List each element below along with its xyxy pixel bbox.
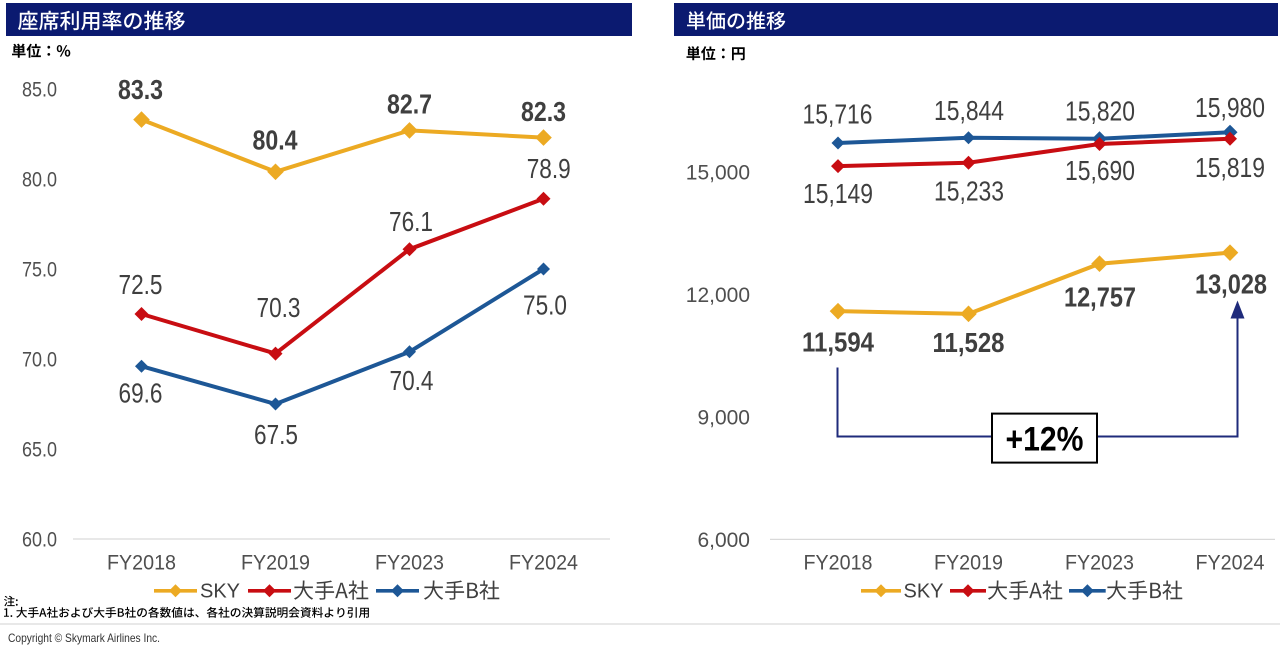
svg-text:FY2024: FY2024 bbox=[1196, 552, 1265, 575]
svg-text:11,594: 11,594 bbox=[802, 327, 874, 358]
svg-text:82.7: 82.7 bbox=[387, 88, 432, 119]
svg-text:85.0: 85.0 bbox=[22, 79, 57, 102]
svg-text:6,000: 6,000 bbox=[697, 529, 750, 552]
svg-text:75.0: 75.0 bbox=[523, 289, 567, 320]
svg-text:15,819: 15,819 bbox=[1195, 152, 1265, 183]
svg-text:80.0: 80.0 bbox=[22, 169, 57, 192]
svg-text:15,716: 15,716 bbox=[803, 98, 873, 129]
svg-text:67.5: 67.5 bbox=[254, 419, 298, 450]
svg-text:15,149: 15,149 bbox=[803, 178, 873, 209]
svg-text:15,820: 15,820 bbox=[1065, 95, 1135, 126]
svg-text:15,844: 15,844 bbox=[934, 95, 1004, 126]
svg-text:69.6: 69.6 bbox=[119, 377, 163, 408]
svg-text:Copyright © Skymark Airlines I: Copyright © Skymark Airlines Inc. bbox=[8, 631, 160, 645]
svg-text:78.9: 78.9 bbox=[527, 153, 571, 184]
svg-text:60.0: 60.0 bbox=[22, 529, 57, 552]
svg-text:+12%: +12% bbox=[1006, 421, 1084, 459]
svg-text:75.0: 75.0 bbox=[22, 259, 57, 282]
svg-text:65.0: 65.0 bbox=[22, 439, 57, 462]
svg-text:FY2019: FY2019 bbox=[934, 552, 1003, 575]
svg-text:83.3: 83.3 bbox=[118, 74, 163, 105]
svg-text:15,690: 15,690 bbox=[1065, 155, 1135, 186]
svg-text:FY2018: FY2018 bbox=[804, 552, 873, 575]
svg-text:13,028: 13,028 bbox=[1195, 269, 1267, 300]
svg-text:15,980: 15,980 bbox=[1195, 92, 1265, 123]
svg-text:15,233: 15,233 bbox=[934, 175, 1004, 206]
svg-text:FY2024: FY2024 bbox=[509, 552, 578, 575]
svg-text:SKY: SKY bbox=[904, 580, 944, 602]
svg-text:72.5: 72.5 bbox=[119, 269, 163, 300]
svg-text:11,528: 11,528 bbox=[933, 327, 1005, 358]
svg-text:82.3: 82.3 bbox=[521, 96, 566, 127]
svg-text:FY2019: FY2019 bbox=[241, 552, 310, 575]
svg-text:FY2023: FY2023 bbox=[1065, 552, 1134, 575]
svg-text:70.3: 70.3 bbox=[257, 292, 301, 323]
svg-text:80.4: 80.4 bbox=[253, 125, 298, 156]
svg-text:70.4: 70.4 bbox=[390, 365, 434, 396]
svg-text:FY2018: FY2018 bbox=[107, 552, 176, 575]
svg-text:70.0: 70.0 bbox=[22, 349, 57, 372]
svg-text:76.1: 76.1 bbox=[389, 206, 433, 237]
svg-text:12,000: 12,000 bbox=[686, 284, 750, 307]
svg-text:FY2023: FY2023 bbox=[375, 552, 444, 575]
svg-text:9,000: 9,000 bbox=[697, 407, 750, 430]
svg-text:15,000: 15,000 bbox=[686, 162, 750, 185]
svg-text:SKY: SKY bbox=[200, 580, 240, 602]
svg-text:12,757: 12,757 bbox=[1064, 281, 1136, 312]
